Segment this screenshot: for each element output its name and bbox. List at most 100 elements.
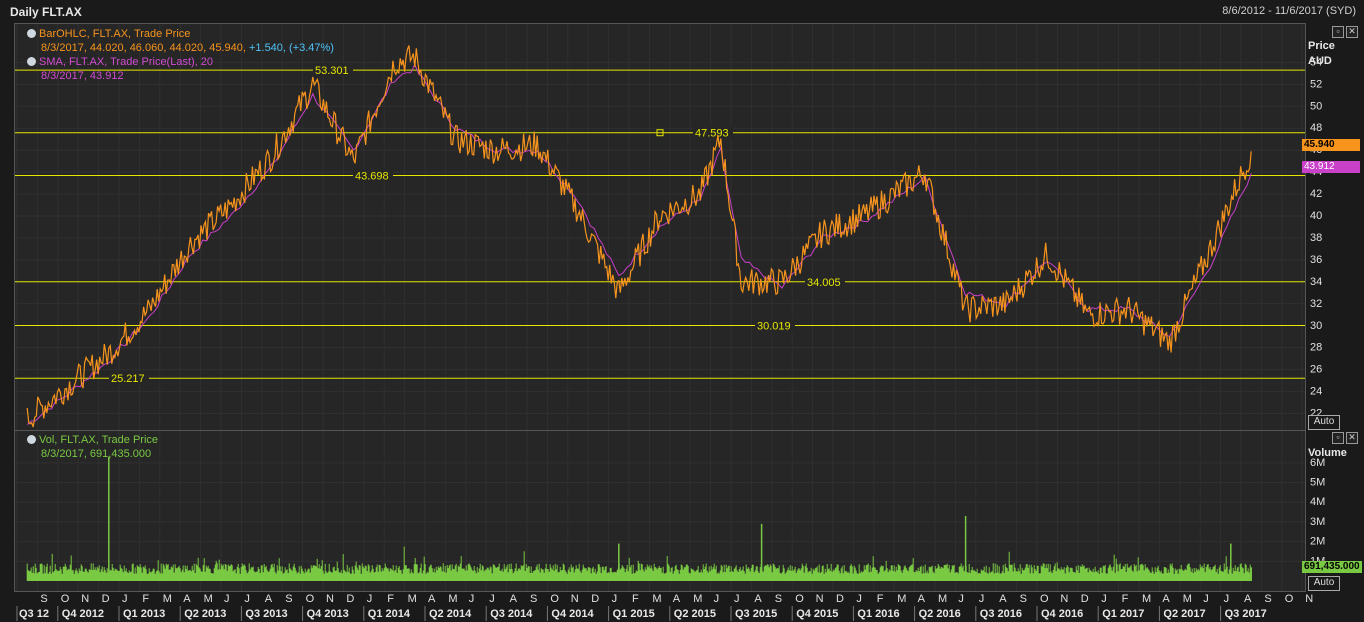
quarter-tick-label: Q1 2013 — [123, 608, 165, 620]
horizontal-line-label-bg — [109, 371, 149, 385]
price-tick-label: 24 — [1310, 386, 1322, 398]
quarter-tick-label: Q2 2013 — [184, 608, 226, 620]
month-tick-label: J — [244, 593, 250, 605]
price-tick-label: 52 — [1310, 78, 1322, 90]
month-tick-label: S — [1264, 593, 1271, 605]
month-tick-label: A — [673, 593, 681, 605]
month-tick-label: M — [204, 593, 213, 605]
volume-legend: Vol, FLT.AX, Trade Price 8/3/2017, 691,4… — [27, 433, 158, 461]
volume-axis: 1M2M3M4M5M6M — [1310, 457, 1325, 567]
price-tick-label: 26 — [1310, 364, 1322, 376]
quarter-tick-label: Q4 2013 — [307, 608, 349, 620]
month-tick-label: J — [367, 593, 373, 605]
month-tick-label: M — [448, 593, 457, 605]
month-tick-label: J — [1224, 593, 1230, 605]
quarter-tick-label: Q3 2015 — [735, 608, 777, 620]
price-axis: 2224262830323436384042444648505254 — [1310, 56, 1322, 419]
volume-tick-label: 5M — [1310, 477, 1325, 489]
quarter-tick-label: Q4 2016 — [1041, 608, 1083, 620]
month-tick-label: D — [1081, 593, 1089, 605]
last-price-tag: 45.940 — [1302, 139, 1360, 151]
legend-handle-icon[interactable] — [27, 435, 36, 444]
quarter-tick-label: Q2 2014 — [429, 608, 472, 620]
month-tick-label: J — [1203, 593, 1209, 605]
month-tick-label: M — [938, 593, 947, 605]
month-tick-label: F — [877, 593, 884, 605]
price-tick-label: 38 — [1310, 232, 1322, 244]
date-range: 8/6/2012 - 11/6/2017 (SYD) — [1222, 5, 1356, 17]
price-tick-label: 30 — [1310, 320, 1322, 332]
sma-legend-value: 8/3/2017, 43.912 — [41, 70, 124, 82]
month-tick-label: O — [1285, 593, 1294, 605]
legend-handle-icon[interactable] — [27, 29, 36, 38]
chart-title: Daily FLT.AX — [10, 5, 82, 19]
price-pane[interactable]: 53.301 47.593 43.698 34.005 30.019 25.217 Bar… — [14, 23, 1306, 431]
price-line — [26, 45, 1252, 428]
month-tick-label: N — [571, 593, 579, 605]
price-tick-label: 48 — [1310, 122, 1322, 134]
horizontal-line-label-bg — [313, 63, 353, 77]
month-tick-label: F — [632, 593, 639, 605]
volume-legend-label: Vol, FLT.AX, Trade Price — [39, 434, 159, 446]
month-tick-label: A — [999, 593, 1007, 605]
month-tick-label: A — [183, 593, 191, 605]
price-tick-label: 42 — [1310, 188, 1322, 200]
month-tick-label: A — [918, 593, 926, 605]
month-tick-label: O — [1040, 593, 1049, 605]
horizontal-line-label-bg — [693, 125, 733, 139]
month-tick-label: J — [122, 593, 128, 605]
last-volume-tag: 691,435.000 — [1302, 561, 1362, 573]
volume-tick-label: 6M — [1310, 457, 1325, 469]
volume-bars — [26, 546, 1252, 581]
month-tick-label: S — [285, 593, 292, 605]
restore-icon[interactable]: ▫ — [1332, 432, 1344, 444]
month-tick-label: J — [489, 593, 495, 605]
quarter-tick-label: Q4 2012 — [62, 608, 104, 620]
close-icon[interactable]: ✕ — [1346, 432, 1358, 444]
month-tick-label: A — [1244, 593, 1252, 605]
horizontal-line-label: 53.301 — [315, 65, 349, 77]
month-tick-label: J — [469, 593, 475, 605]
price-plot[interactable]: 53.301 47.593 43.698 34.005 30.019 25.217 — [15, 24, 1305, 430]
month-tick-label: F — [142, 593, 149, 605]
volume-auto-scale-button[interactable]: Auto — [1308, 576, 1340, 591]
month-tick-label: M — [163, 593, 172, 605]
horizontal-line-label: 25.217 — [111, 373, 145, 385]
month-tick-label: D — [102, 593, 110, 605]
horizontal-line-label: 34.005 — [807, 277, 841, 289]
price-tick-label: 34 — [1310, 276, 1322, 288]
sma-line — [26, 63, 1252, 425]
month-tick-label: M — [693, 593, 702, 605]
price-tick-label: 36 — [1310, 254, 1322, 266]
volume-tick-label: 3M — [1310, 516, 1325, 528]
quarter-tick-label: Q4 2015 — [796, 608, 838, 620]
quarter-tick-label: Q2 2016 — [919, 608, 961, 620]
volume-pane[interactable]: Vol, FLT.AX, Trade Price 8/3/2017, 691,4… — [14, 430, 1306, 592]
legend-handle-icon[interactable] — [27, 57, 36, 66]
month-tick-label: O — [795, 593, 804, 605]
month-tick-label: D — [591, 593, 599, 605]
quarter-tick-label: Q1 2017 — [1102, 608, 1144, 620]
close-icon[interactable]: ✕ — [1346, 26, 1358, 38]
quarter-tick-label: Q1 2014 — [368, 608, 411, 620]
month-tick-label: M — [652, 593, 661, 605]
horizontal-line-label: 30.019 — [757, 321, 791, 333]
price-axis-unit: AUD — [1308, 55, 1332, 67]
price-tick-label: 28 — [1310, 342, 1322, 354]
price-auto-scale-button[interactable]: Auto — [1308, 415, 1340, 430]
quarter-tick-label: Q3 2014 — [490, 608, 533, 620]
month-tick-label: M — [897, 593, 906, 605]
horizontal-line-label-bg — [353, 168, 393, 182]
month-tick-label: O — [306, 593, 315, 605]
month-tick-label: J — [958, 593, 964, 605]
restore-icon[interactable]: ▫ — [1332, 26, 1344, 38]
month-tick-label: J — [224, 593, 230, 605]
month-tick-label: N — [1305, 593, 1313, 605]
ohlc-legend-label: BarOHLC, FLT.AX, Trade Price — [39, 28, 191, 40]
month-tick-label: J — [734, 593, 740, 605]
volume-tick-label: 4M — [1310, 496, 1325, 508]
month-tick-label: M — [408, 593, 417, 605]
volume-plot[interactable] — [15, 431, 1305, 591]
month-tick-label: S — [775, 593, 782, 605]
month-tick-label: J — [612, 593, 618, 605]
